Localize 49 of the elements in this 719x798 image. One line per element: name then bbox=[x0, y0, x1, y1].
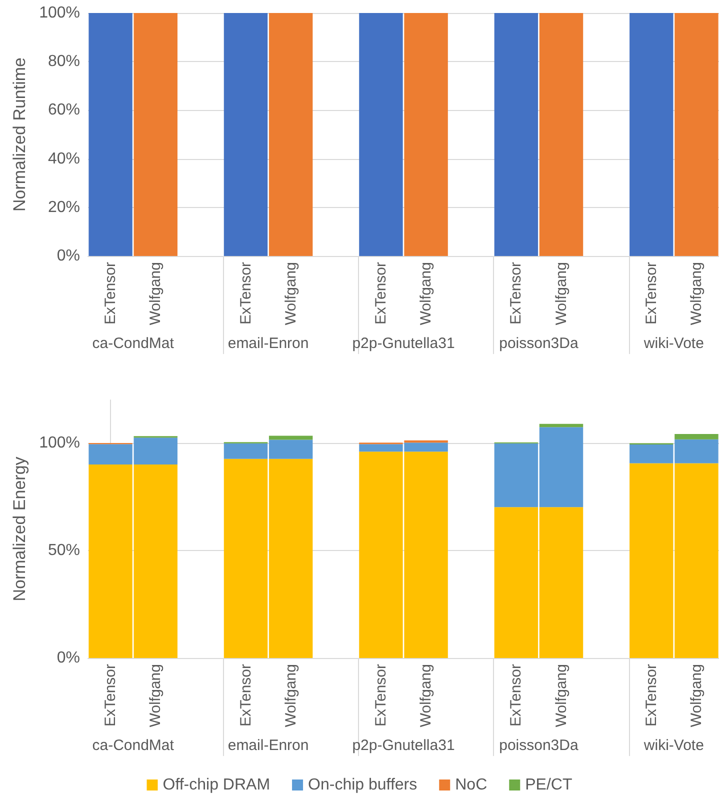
y-tick-label: 80% bbox=[48, 53, 80, 70]
text: p2p-Gnutella31 bbox=[352, 737, 455, 754]
text: email-Enron bbox=[228, 335, 309, 352]
text: email-Enron bbox=[228, 737, 309, 754]
legend-label: NoC bbox=[455, 776, 488, 794]
bar bbox=[268, 436, 313, 440]
x-tick-label: Wolfgang bbox=[688, 262, 705, 326]
text: p2p-Gnutella31 bbox=[352, 335, 455, 352]
x-tick-label: Wolfgang bbox=[418, 664, 435, 728]
y-tick-label: 20% bbox=[48, 198, 80, 216]
x-tick-label: Wolfgang bbox=[147, 262, 164, 326]
legend-label: Off-chip DRAM bbox=[162, 776, 270, 794]
x-tick-label: ExTensor bbox=[237, 664, 254, 727]
bar bbox=[539, 424, 584, 428]
y-tick-label: 100% bbox=[39, 434, 80, 452]
x-tick-label: Wolfgang bbox=[147, 664, 164, 728]
y-tick-label: 40% bbox=[48, 150, 80, 168]
y-axis-title: Normalized Energy bbox=[10, 456, 30, 602]
x-tick-label: Wolfgang bbox=[552, 664, 570, 728]
x-tick-label: ExTensor bbox=[508, 664, 525, 727]
x-tick-label: Wolfgang bbox=[552, 262, 570, 326]
x-tick-label: Wolfgang bbox=[282, 664, 300, 728]
bar bbox=[674, 434, 718, 440]
text: ca-CondMat bbox=[92, 335, 175, 352]
legend-label: PE/CT bbox=[525, 776, 572, 794]
x-tick-label: Wolfgang bbox=[418, 262, 435, 326]
x-tick-label: ExTensor bbox=[642, 664, 660, 727]
x-tick-label: ExTensor bbox=[372, 664, 390, 727]
text: ca-CondMat bbox=[92, 737, 175, 754]
x-tick-label: ExTensor bbox=[102, 664, 120, 727]
y-tick-label: 0% bbox=[56, 248, 80, 264]
x-tick-label: Wolfgang bbox=[688, 664, 705, 728]
x-tick-label: ExTensor bbox=[102, 262, 120, 325]
bar bbox=[404, 440, 448, 443]
x-tick-label: ExTensor bbox=[508, 262, 525, 325]
x-tick-label: ExTensor bbox=[372, 262, 390, 325]
text: wiki-Vote bbox=[642, 737, 704, 754]
y-tick-label: 0% bbox=[56, 650, 80, 666]
y-axis-title: Normalized Runtime bbox=[10, 58, 30, 212]
y-tick-label: 60% bbox=[48, 102, 80, 119]
x-tick-label: ExTensor bbox=[642, 262, 660, 325]
y-tick-label: 50% bbox=[48, 542, 80, 559]
text: poisson3Da bbox=[499, 335, 579, 352]
y-tick-label: 100% bbox=[39, 4, 80, 22]
text: poisson3Da bbox=[499, 737, 579, 754]
text: wiki-Vote bbox=[642, 335, 704, 352]
x-tick-label: ExTensor bbox=[237, 262, 254, 325]
x-tick-label: Wolfgang bbox=[282, 262, 300, 326]
legend-label: On-chip buffers bbox=[308, 776, 418, 794]
